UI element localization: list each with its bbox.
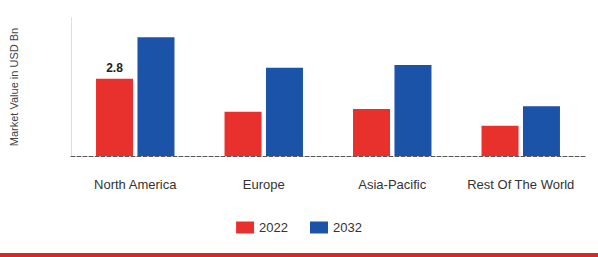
svg-text:Europe: Europe [243,177,285,192]
svg-text:2022: 2022 [259,220,288,235]
svg-text:North America: North America [94,177,177,192]
svg-text:Asia-Pacific: Asia-Pacific [358,177,426,192]
svg-text:2032: 2032 [333,220,362,235]
svg-text:Rest Of The World: Rest Of The World [467,177,574,192]
svg-text:Market Value in USD Bn: Market Value in USD Bn [8,28,20,146]
svg-text:2.8: 2.8 [106,61,123,75]
